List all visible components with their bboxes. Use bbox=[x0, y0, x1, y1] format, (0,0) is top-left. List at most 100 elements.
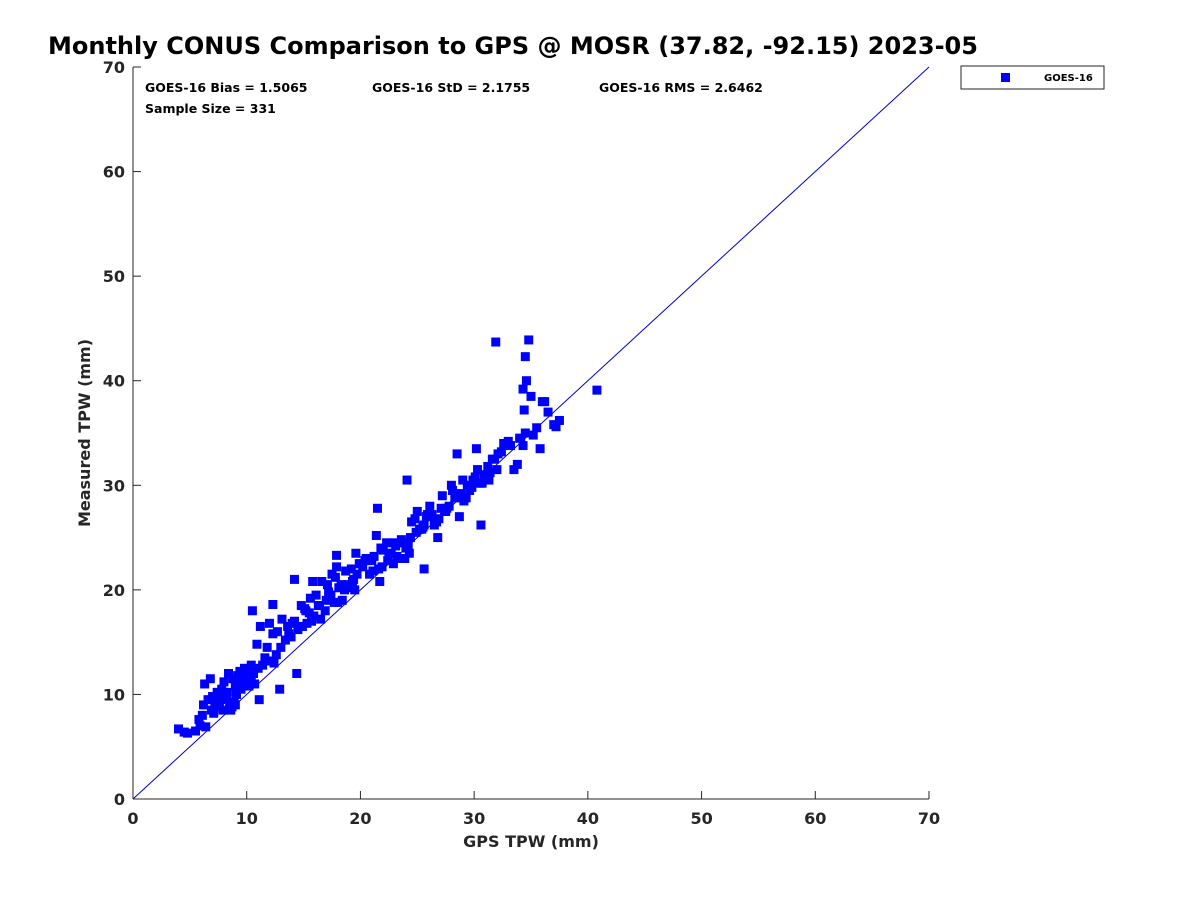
data-point bbox=[195, 721, 205, 731]
data-point bbox=[330, 572, 340, 582]
x-tick-label: 10 bbox=[236, 809, 258, 828]
data-point bbox=[316, 614, 326, 624]
data-point bbox=[209, 708, 219, 718]
data-point bbox=[322, 580, 332, 590]
data-point bbox=[304, 608, 314, 618]
data-point bbox=[592, 385, 602, 395]
data-point bbox=[216, 695, 226, 705]
data-point bbox=[173, 724, 183, 734]
data-point bbox=[452, 449, 462, 459]
bias-annotation: GOES-16 Bias = 1.5065 bbox=[145, 80, 307, 95]
data-point bbox=[239, 663, 249, 673]
data-point bbox=[228, 674, 238, 684]
data-point bbox=[403, 541, 413, 551]
data-point bbox=[490, 454, 500, 464]
data-point bbox=[473, 465, 483, 475]
data-point bbox=[509, 465, 519, 475]
std-annotation: GOES-16 StD = 2.1755 bbox=[372, 80, 530, 95]
data-point bbox=[516, 433, 526, 443]
x-tick-label: 0 bbox=[127, 809, 138, 828]
chart-title: Monthly CONUS Comparison to GPS @ MOSR (… bbox=[48, 32, 978, 60]
data-point bbox=[247, 606, 257, 616]
data-point bbox=[404, 548, 414, 558]
data-point bbox=[425, 501, 435, 511]
data-point bbox=[249, 669, 259, 679]
data-point bbox=[383, 556, 393, 566]
data-point bbox=[390, 538, 400, 548]
data-point bbox=[268, 629, 278, 639]
data-point bbox=[217, 684, 227, 694]
data-point bbox=[360, 556, 370, 566]
data-point bbox=[255, 621, 265, 631]
y-axis-label: Measured TPW (mm) bbox=[75, 339, 94, 527]
data-point bbox=[225, 702, 235, 712]
data-point bbox=[191, 726, 201, 736]
data-point bbox=[466, 480, 476, 490]
data-point bbox=[334, 583, 344, 593]
data-point bbox=[441, 506, 451, 516]
data-point bbox=[183, 728, 193, 738]
data-point bbox=[332, 550, 342, 560]
data-point bbox=[354, 559, 364, 569]
data-point bbox=[446, 480, 456, 490]
data-point bbox=[426, 512, 436, 522]
data-point bbox=[475, 478, 485, 488]
data-point bbox=[465, 486, 475, 496]
data-point bbox=[307, 616, 317, 626]
data-point bbox=[468, 475, 478, 485]
data-point bbox=[371, 530, 381, 540]
data-point bbox=[208, 692, 218, 702]
data-point bbox=[219, 677, 229, 687]
data-point bbox=[512, 459, 522, 469]
data-point bbox=[340, 585, 350, 595]
legend-box bbox=[960, 65, 1105, 90]
data-point bbox=[471, 444, 481, 454]
x-tick-label: 20 bbox=[349, 809, 371, 828]
y-tick-label: 50 bbox=[103, 267, 125, 286]
data-point bbox=[482, 470, 492, 480]
y-axis-ticks: 0 10 20 30 40 50 60 70 bbox=[103, 58, 141, 809]
x-axis-label: GPS TPW (mm) bbox=[463, 832, 599, 851]
data-point bbox=[309, 611, 319, 621]
data-point bbox=[418, 522, 428, 532]
data-point bbox=[521, 376, 531, 386]
data-point bbox=[237, 681, 247, 691]
data-point bbox=[394, 553, 404, 563]
data-point bbox=[444, 501, 454, 511]
data-point bbox=[275, 684, 285, 694]
data-point bbox=[230, 681, 240, 691]
data-point bbox=[456, 489, 465, 499]
data-point bbox=[258, 660, 268, 670]
data-point bbox=[535, 444, 545, 454]
data-point bbox=[429, 520, 439, 530]
data-point bbox=[326, 590, 336, 600]
data-point bbox=[212, 687, 222, 697]
y-tick-label: 0 bbox=[114, 790, 125, 809]
data-point bbox=[272, 627, 282, 637]
data-point bbox=[211, 700, 221, 710]
data-point bbox=[528, 430, 538, 440]
x-tick-label: 70 bbox=[918, 809, 940, 828]
x-tick-label: 40 bbox=[577, 809, 599, 828]
data-point bbox=[372, 503, 382, 513]
x-tick-label: 60 bbox=[804, 809, 826, 828]
data-point bbox=[437, 491, 447, 501]
data-point bbox=[402, 475, 412, 485]
data-point bbox=[332, 562, 342, 572]
data-points bbox=[173, 335, 602, 738]
data-point bbox=[378, 545, 388, 555]
data-point bbox=[200, 679, 210, 689]
data-point bbox=[346, 564, 356, 574]
rms-annotation: GOES-16 RMS = 2.6462 bbox=[599, 80, 763, 95]
data-point bbox=[532, 423, 542, 433]
x-axis-ticks: 0 10 20 30 40 50 60 70 bbox=[127, 791, 940, 828]
data-point bbox=[540, 397, 550, 407]
data-point bbox=[252, 639, 262, 649]
x-tick-label: 50 bbox=[690, 809, 712, 828]
y-tick-label: 70 bbox=[103, 58, 125, 77]
data-point bbox=[284, 629, 294, 639]
data-point bbox=[300, 604, 310, 614]
data-point bbox=[524, 335, 534, 345]
data-point bbox=[419, 564, 429, 574]
data-point bbox=[230, 700, 240, 710]
